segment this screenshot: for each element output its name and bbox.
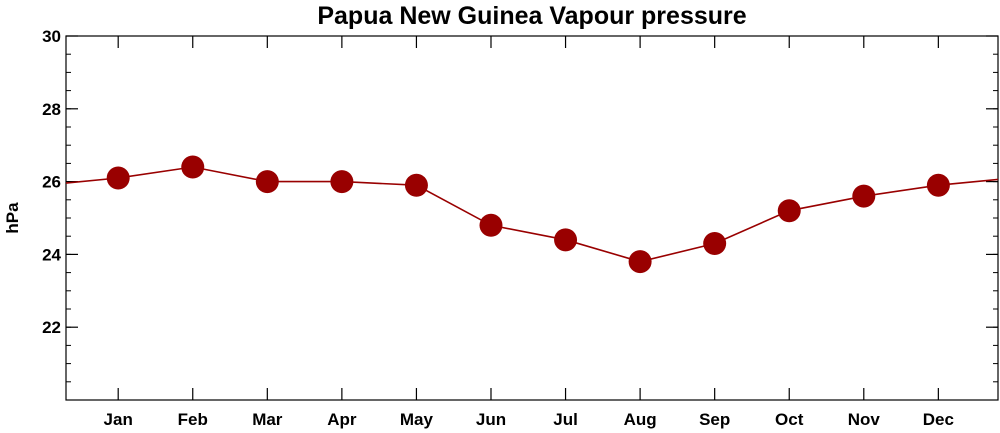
- x-tick-label: May: [400, 410, 434, 429]
- data-point: [330, 170, 354, 194]
- x-tick-label: Jan: [104, 410, 133, 429]
- data-point: [106, 166, 130, 190]
- plot-frame: [65, 35, 999, 401]
- plot-border: [65, 35, 999, 401]
- data-point: [852, 184, 876, 208]
- y-tick-label: 22: [42, 318, 61, 337]
- data-point: [777, 199, 801, 223]
- x-tick-label: Sep: [699, 410, 730, 429]
- y-tick-label: 24: [42, 245, 61, 264]
- x-tick-label: Apr: [327, 410, 357, 429]
- series-line: [66, 166, 998, 263]
- x-tick-label: Feb: [178, 410, 208, 429]
- data-point: [479, 213, 503, 237]
- data-point: [926, 173, 950, 197]
- y-axis-label: hPa: [3, 202, 22, 234]
- series-polyline: [66, 166, 998, 263]
- x-tick-label: Nov: [848, 410, 881, 429]
- data-point: [628, 250, 652, 274]
- data-point: [181, 155, 205, 179]
- x-tick-label: Jun: [476, 410, 506, 429]
- x-tick-label: Oct: [775, 410, 804, 429]
- x-tick-label: Aug: [624, 410, 657, 429]
- data-point: [554, 228, 578, 252]
- series-points: [106, 155, 950, 274]
- chart-title: Papua New Guinea Vapour pressure: [317, 2, 747, 30]
- data-point: [703, 231, 727, 255]
- y-minor-ticks: [66, 53, 998, 383]
- x-tick-label: Jul: [553, 410, 578, 429]
- x-tick-label: Mar: [252, 410, 283, 429]
- y-axis-ticks: 22 24 26 28 30: [42, 27, 998, 337]
- x-axis-ticks: Jan Feb Mar Apr May Jun Jul Aug Sep Oct Nov Dec: [104, 36, 954, 429]
- y-tick-label: 30: [42, 27, 61, 46]
- x-tick-label: Dec: [923, 410, 954, 429]
- data-point: [404, 173, 428, 197]
- y-tick-label: 28: [42, 100, 61, 119]
- y-tick-label: 26: [42, 173, 61, 192]
- data-point: [255, 170, 279, 194]
